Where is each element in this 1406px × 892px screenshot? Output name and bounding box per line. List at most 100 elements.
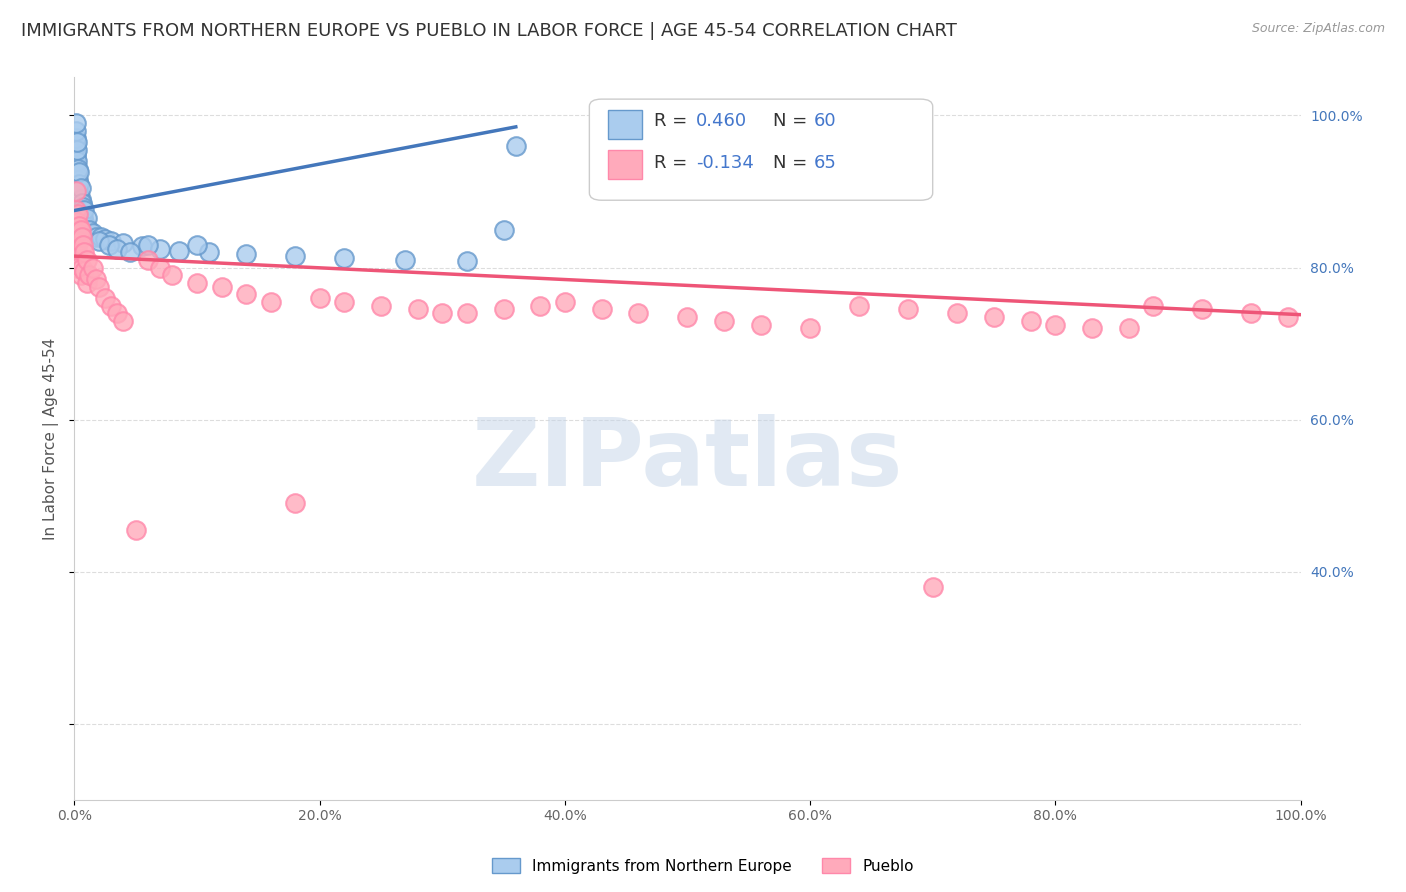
Point	[118, 245, 141, 260]
Text: N =: N =	[773, 153, 813, 171]
Point	[90, 230, 112, 244]
Point	[66, 154, 89, 169]
Point	[77, 268, 100, 282]
Point	[65, 230, 87, 244]
Point	[167, 244, 190, 258]
Point	[97, 237, 120, 252]
Point	[211, 279, 233, 293]
Point	[70, 207, 93, 221]
Point	[76, 222, 98, 236]
Point	[848, 299, 870, 313]
Point	[505, 139, 527, 153]
Point	[67, 185, 90, 199]
Point	[67, 200, 90, 214]
Point	[86, 230, 108, 244]
Point	[66, 242, 89, 256]
Point	[66, 180, 89, 194]
Point	[1142, 299, 1164, 313]
Point	[65, 245, 87, 260]
Point	[65, 146, 87, 161]
Point	[65, 177, 87, 191]
Point	[235, 247, 257, 261]
Point	[65, 165, 87, 179]
Point	[70, 260, 93, 275]
Y-axis label: In Labor Force | Age 45-54: In Labor Force | Age 45-54	[44, 337, 59, 540]
Point	[94, 232, 117, 246]
Point	[65, 188, 87, 202]
Point	[554, 294, 576, 309]
Point	[65, 158, 87, 172]
Point	[67, 165, 90, 179]
Point	[149, 242, 172, 256]
Point	[921, 580, 943, 594]
Text: 0.460: 0.460	[696, 112, 747, 129]
Point	[333, 252, 356, 266]
Point	[67, 161, 90, 176]
Point	[1081, 321, 1104, 335]
Point	[86, 272, 108, 286]
Point	[186, 276, 208, 290]
Point	[492, 222, 515, 236]
Point	[456, 254, 478, 268]
Point	[72, 237, 94, 252]
Point	[65, 123, 87, 137]
Point	[136, 237, 159, 252]
Point	[73, 203, 96, 218]
Point	[65, 203, 87, 218]
Point	[198, 245, 221, 260]
Point	[82, 227, 104, 241]
Point	[1019, 314, 1042, 328]
Point	[713, 314, 735, 328]
Point	[73, 264, 96, 278]
Point	[308, 291, 330, 305]
Point	[591, 302, 613, 317]
Point	[65, 116, 87, 130]
Point	[897, 302, 920, 317]
Point	[73, 245, 96, 260]
Point	[65, 139, 87, 153]
Point	[67, 188, 90, 202]
FancyBboxPatch shape	[607, 110, 643, 139]
Legend: Immigrants from Northern Europe, Pueblo: Immigrants from Northern Europe, Pueblo	[486, 852, 920, 880]
Text: R =: R =	[654, 153, 693, 171]
Point	[70, 230, 93, 244]
Point	[69, 222, 91, 236]
Point	[67, 227, 90, 241]
Point	[67, 195, 90, 210]
Point	[82, 260, 104, 275]
Point	[749, 318, 772, 332]
Point	[983, 310, 1005, 324]
FancyBboxPatch shape	[607, 150, 643, 178]
Text: -0.134: -0.134	[696, 153, 754, 171]
Point	[72, 211, 94, 226]
Point	[1045, 318, 1067, 332]
Point	[1240, 306, 1263, 320]
Point	[94, 291, 117, 305]
Point	[149, 260, 172, 275]
Point	[406, 302, 429, 317]
Point	[235, 287, 257, 301]
Point	[259, 294, 281, 309]
Point	[946, 306, 969, 320]
Point	[66, 192, 89, 206]
Point	[66, 169, 89, 184]
Point	[799, 321, 821, 335]
Point	[105, 242, 128, 256]
Point	[76, 276, 98, 290]
Point	[65, 185, 87, 199]
Point	[432, 306, 454, 320]
Point	[67, 173, 90, 187]
Point	[70, 195, 93, 210]
Point	[66, 260, 89, 275]
Point	[69, 268, 91, 282]
Point	[284, 496, 307, 510]
Point	[69, 203, 91, 218]
Point	[125, 523, 148, 537]
Text: Source: ZipAtlas.com: Source: ZipAtlas.com	[1251, 22, 1385, 36]
Point	[333, 294, 356, 309]
FancyBboxPatch shape	[589, 99, 932, 200]
Point	[1191, 302, 1213, 317]
Point	[1277, 310, 1299, 324]
Text: IMMIGRANTS FROM NORTHERN EUROPE VS PUEBLO IN LABOR FORCE | AGE 45-54 CORRELATION: IMMIGRANTS FROM NORTHERN EUROPE VS PUEBL…	[21, 22, 957, 40]
Point	[370, 299, 392, 313]
